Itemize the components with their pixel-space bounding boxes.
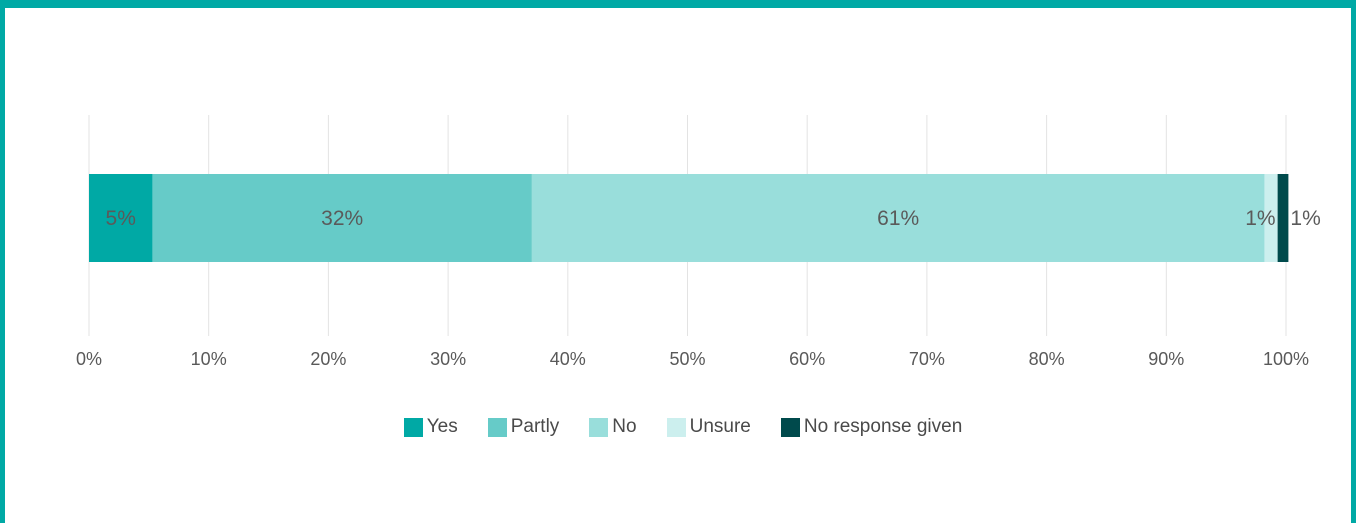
legend-item-no-response: No response given bbox=[780, 416, 963, 438]
data-label: 1% bbox=[1245, 207, 1275, 230]
data-label: 5% bbox=[106, 207, 136, 230]
x-tick-label: 10% bbox=[191, 349, 227, 369]
x-tick-label: 100% bbox=[1263, 349, 1309, 369]
x-tick-label: 30% bbox=[430, 349, 466, 369]
bar-segment bbox=[89, 174, 153, 262]
legend-label-yes: Yes bbox=[426, 416, 458, 437]
stacked-bar-chart: 5% 32% 61% 1% 1% 0% 10% 20% 30% 40% 50% 60% 70% 80% 9… bbox=[76, 115, 1321, 369]
legend-item-no: No bbox=[589, 416, 637, 438]
bar-segment bbox=[1277, 174, 1289, 262]
x-tick-label: 90% bbox=[1148, 349, 1184, 369]
x-tick-label: 60% bbox=[789, 349, 825, 369]
x-axis-ticks: 0% 10% 20% 30% 40% 50% 60% 70% 80% 90% 100% bbox=[76, 349, 1309, 369]
legend-swatch-partly bbox=[487, 417, 507, 437]
legend-swatch-yes bbox=[403, 417, 423, 437]
legend-item-unsure: Unsure bbox=[666, 416, 751, 438]
legend-label-no: No bbox=[612, 416, 637, 437]
x-tick-label: 70% bbox=[909, 349, 945, 369]
x-tick-label: 20% bbox=[310, 349, 346, 369]
legend-swatch-no bbox=[589, 417, 609, 437]
data-label: 1% bbox=[1290, 207, 1320, 230]
bar-segment bbox=[1264, 174, 1278, 262]
legend-label-unsure: Unsure bbox=[689, 416, 751, 437]
data-label: 32% bbox=[321, 207, 363, 230]
x-tick-label: 50% bbox=[669, 349, 705, 369]
data-label: 61% bbox=[877, 207, 919, 230]
x-tick-label: 0% bbox=[76, 349, 102, 369]
legend-item-partly: Partly bbox=[487, 416, 560, 438]
bar-segment bbox=[531, 174, 1265, 262]
bar-segments bbox=[89, 174, 1289, 262]
legend-item-yes: Yes bbox=[403, 416, 458, 438]
bar-segment bbox=[152, 174, 532, 262]
legend-label-partly: Partly bbox=[510, 416, 560, 437]
legend: Yes Partly No Unsure No response given bbox=[5, 416, 1356, 438]
x-tick-label: 40% bbox=[550, 349, 586, 369]
x-tick-label: 80% bbox=[1029, 349, 1065, 369]
legend-swatch-unsure bbox=[666, 417, 686, 437]
legend-label-no-response: No response given bbox=[803, 416, 963, 437]
legend-swatch-no-response bbox=[780, 417, 800, 437]
data-labels: 5% 32% 61% 1% 1% bbox=[106, 207, 1321, 230]
